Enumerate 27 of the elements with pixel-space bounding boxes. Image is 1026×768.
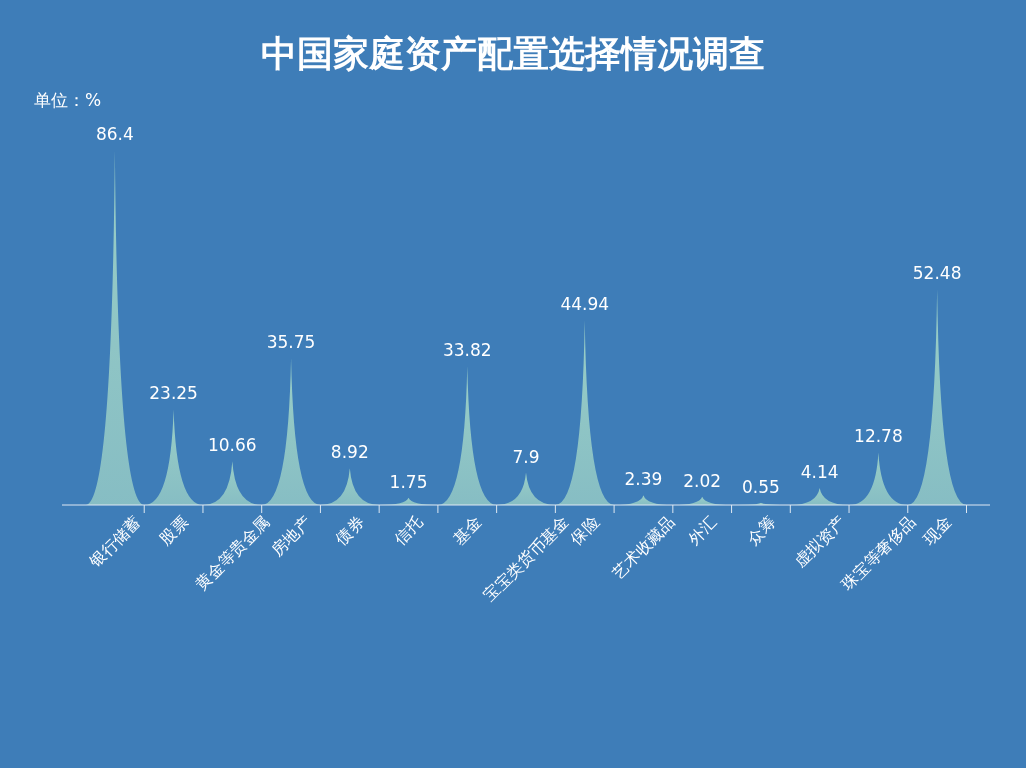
x-tick-label: 银行储蓄 <box>85 513 144 572</box>
x-tick-label: 黄金等贵金属 <box>192 513 273 594</box>
data-label: 4.14 <box>800 461 839 482</box>
data-label: 33.82 <box>442 340 492 361</box>
data-label: 1.75 <box>389 471 428 492</box>
x-tick-label: 众筹 <box>743 513 779 548</box>
data-label: 86.4 <box>95 124 134 144</box>
x-tick-label: 股票 <box>156 513 191 548</box>
data-label: 10.66 <box>207 435 257 456</box>
x-tick-label: 现金 <box>919 513 955 548</box>
data-label: 44.94 <box>560 294 610 315</box>
data-label: 2.02 <box>683 470 722 491</box>
x-tick-label: 外汇 <box>684 513 720 548</box>
data-label: 23.25 <box>149 383 198 404</box>
data-label: 2.39 <box>624 469 663 490</box>
chart-title: 中国家庭资产配置选择情况调查 <box>261 33 765 74</box>
data-label: 8.92 <box>330 442 369 463</box>
data-label: 35.75 <box>266 332 316 353</box>
data-label: 7.9 <box>512 446 540 467</box>
data-label: 12.78 <box>854 426 903 447</box>
x-tick-label: 信托 <box>391 513 426 548</box>
x-tick-label: 虚拟资产 <box>791 513 849 571</box>
x-tick-label: 债券 <box>332 513 368 548</box>
text: 单位：% <box>34 90 102 110</box>
x-tick-label: 艺术收藏品 <box>609 513 678 582</box>
data-label: 52.48 <box>912 263 962 284</box>
data-label: 0.55 <box>742 476 780 497</box>
